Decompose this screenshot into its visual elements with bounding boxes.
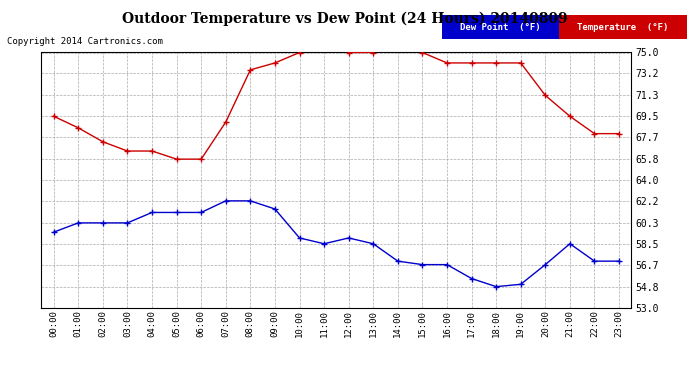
Text: Outdoor Temperature vs Dew Point (24 Hours) 20140809: Outdoor Temperature vs Dew Point (24 Hou… (122, 11, 568, 26)
Text: Temperature  (°F): Temperature (°F) (577, 22, 669, 32)
Text: Dew Point  (°F): Dew Point (°F) (460, 22, 540, 32)
Text: Copyright 2014 Cartronics.com: Copyright 2014 Cartronics.com (7, 38, 163, 46)
